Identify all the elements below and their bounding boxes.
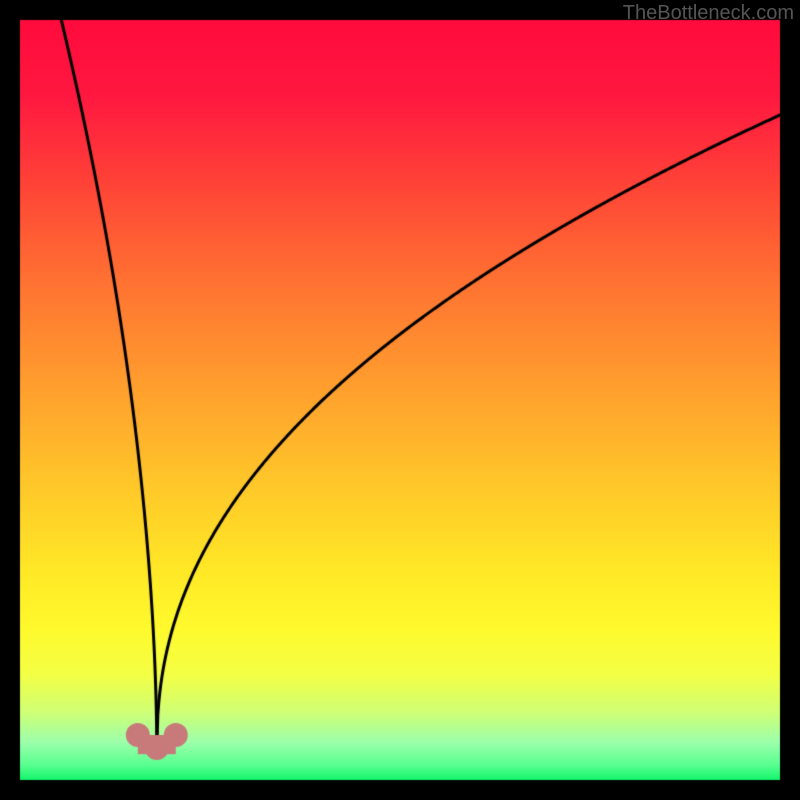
- bottleneck-chart: [0, 0, 800, 800]
- chart-container: TheBottleneck.com: [0, 0, 800, 800]
- watermark-text: TheBottleneck.com: [623, 2, 794, 25]
